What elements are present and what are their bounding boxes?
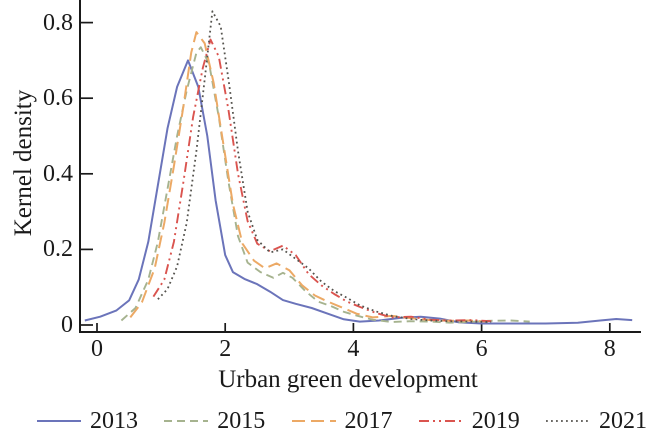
legend-swatch-2019	[418, 420, 463, 422]
y-tick-label: 0.8	[43, 9, 73, 36]
x-tick-label: 6	[475, 336, 488, 362]
legend: 2013 2015 2017 2019 2021	[36, 408, 647, 433]
legend-label-2015: 2015	[217, 408, 266, 433]
legend-item-2021: 2021	[545, 408, 647, 433]
y-tick-label: 0.6	[43, 85, 73, 112]
x-tick-label: 8	[603, 336, 616, 362]
legend-item-2013: 2013	[36, 408, 138, 433]
y-tick-label: 0.4	[43, 160, 73, 187]
legend-label-2021: 2021	[599, 408, 647, 433]
legend-item-2019: 2019	[418, 408, 520, 433]
legend-swatch-2021	[546, 420, 590, 422]
series-line-2017	[129, 31, 489, 323]
x-tick-label: 2	[219, 336, 232, 362]
legend-swatch-2017	[291, 420, 336, 422]
legend-label-2013: 2013	[90, 408, 138, 433]
legend-label-2017: 2017	[344, 408, 393, 433]
y-tick-labels: 0 0.2 0.4 0.6 0.8	[0, 0, 76, 433]
legend-label-2019: 2019	[471, 408, 520, 433]
legend-item-2017: 2017	[291, 408, 393, 433]
legend-swatch-2015	[164, 420, 209, 422]
legend-swatch-2013	[37, 420, 81, 422]
x-tick-label: 4	[347, 336, 360, 362]
y-tick-label: 0.2	[43, 236, 73, 263]
y-tick-label: 0	[61, 312, 73, 338]
series-line-2021	[157, 10, 492, 323]
series-line-2013	[84, 59, 633, 325]
x-axis-title: Urban green development	[218, 366, 478, 393]
x-tick-label: 0	[91, 336, 103, 362]
series-line-2015	[120, 46, 530, 324]
series-line-2019	[152, 38, 492, 323]
legend-item-2015: 2015	[163, 408, 265, 433]
